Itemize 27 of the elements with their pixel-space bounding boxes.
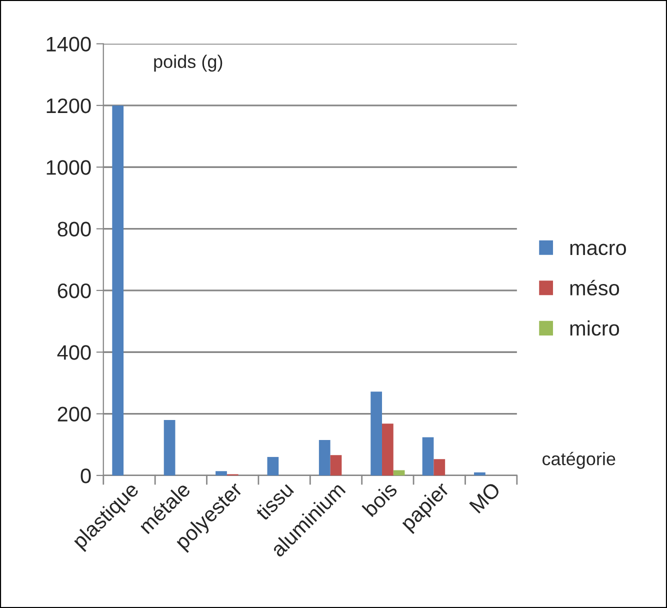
bar <box>330 455 342 476</box>
y-axis-title: poids (g) <box>154 54 222 72</box>
bar <box>474 472 486 476</box>
y-tick-label: 400 <box>57 345 91 360</box>
y-tick-label: 1000 <box>46 160 91 175</box>
y-tick-label: 600 <box>58 283 91 298</box>
x-tick-label: bois <box>362 480 398 518</box>
bar <box>382 424 394 476</box>
y-tick-label: 200 <box>58 406 91 422</box>
bar <box>393 470 405 476</box>
x-tick-label: MO <box>468 481 502 514</box>
y-tick-label: 1400 <box>46 36 91 52</box>
bar <box>422 437 434 476</box>
legend-label: micro <box>570 320 620 336</box>
x-axis-title: catégorie <box>542 452 616 469</box>
legend-label: méso <box>570 280 620 296</box>
y-tick-label: 1200 <box>46 98 91 114</box>
bar <box>164 420 176 476</box>
bar <box>267 456 279 476</box>
bar <box>434 459 446 476</box>
bar <box>318 440 330 476</box>
y-tick-label: 800 <box>58 222 91 237</box>
bar <box>216 471 227 476</box>
bar <box>112 105 124 476</box>
legend-label: macro <box>570 244 626 256</box>
bar <box>370 392 382 476</box>
y-tick-label: 0 <box>80 468 91 484</box>
